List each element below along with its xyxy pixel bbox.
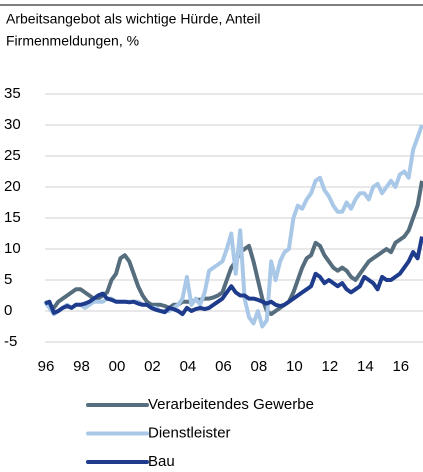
x-tick-label: 12 [322,358,339,375]
y-tick-label: 25 [4,147,21,164]
y-tick-label: 20 [4,178,21,195]
x-tick-label: 00 [109,358,126,375]
y-tick-label: 15 [4,209,21,226]
x-tick-label: 06 [215,358,232,375]
y-tick-label: 0 [4,302,12,319]
x-tick-label: 08 [251,358,268,375]
x-tick-label: 16 [392,358,409,375]
legend-label: Dienstleister [148,424,231,441]
chart-title: Arbeitsangebot als wichtige Hürde, Antei… [6,11,260,27]
x-tick-label: 04 [180,358,197,375]
y-tick-label: 5 [4,271,12,288]
legend-label: Verarbeitendes Gewerbe [148,396,314,413]
x-tick-label: 14 [357,358,374,375]
y-tick-label: 30 [4,116,21,133]
y-tick-label: 10 [4,240,21,257]
y-tick-label: 35 [4,85,21,102]
chart-title: Firmenmeldungen, % [6,33,139,49]
legend-label: Bau [148,453,175,470]
series-line [44,236,423,317]
x-tick-label: 10 [286,358,303,375]
x-tick-label: 02 [144,358,161,375]
x-tick-label: 96 [38,358,55,375]
x-tick-label: 98 [73,358,90,375]
y-tick-label: -5 [4,333,17,350]
